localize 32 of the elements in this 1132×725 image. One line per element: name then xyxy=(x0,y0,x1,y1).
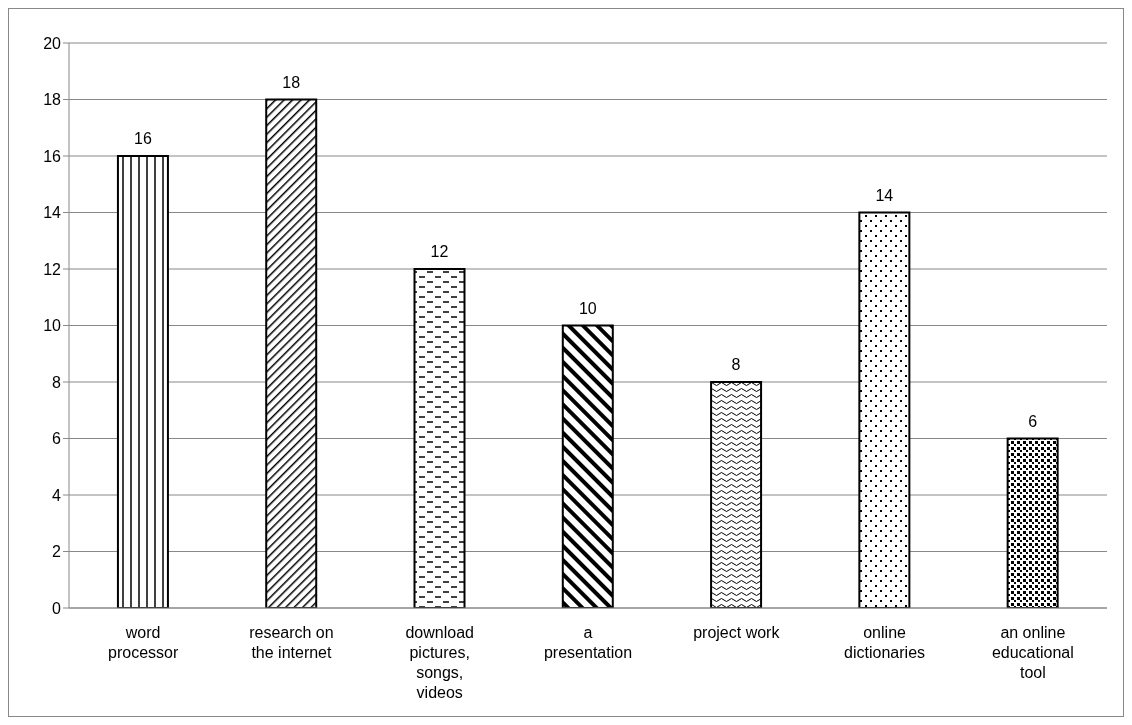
y-tick-label: 8 xyxy=(52,373,62,391)
x-tick-label: online dictionaries xyxy=(844,624,926,661)
y-tick-label: 10 xyxy=(43,317,62,335)
x-tick-label: a presentation xyxy=(543,624,633,661)
data-label: 14 xyxy=(875,186,894,204)
x-tick-label: an online educational tool xyxy=(991,624,1074,681)
y-tick-label: 16 xyxy=(43,147,62,165)
y-tick-label: 18 xyxy=(43,91,62,109)
bar xyxy=(561,324,614,608)
bar xyxy=(858,211,911,608)
x-tick-label: project work xyxy=(693,624,781,641)
data-label: 16 xyxy=(134,130,152,147)
y-tick-label: 20 xyxy=(43,34,62,52)
x-tick-label: download pictures, songs, videos xyxy=(405,624,474,701)
bar xyxy=(116,155,169,608)
data-label: 12 xyxy=(430,243,449,260)
bar xyxy=(710,381,763,608)
data-label: 6 xyxy=(1028,412,1038,430)
y-tick-label: 6 xyxy=(52,430,62,448)
bar xyxy=(413,268,466,608)
bar xyxy=(265,98,318,608)
bar xyxy=(1006,437,1059,608)
y-tick-label: 2 xyxy=(52,543,62,561)
data-label: 8 xyxy=(731,356,741,373)
data-label: 18 xyxy=(282,73,301,91)
y-tick-label: 12 xyxy=(43,260,62,278)
y-tick-label: 14 xyxy=(43,204,62,222)
data-label: 10 xyxy=(578,299,597,317)
x-tick-label: word processor xyxy=(108,624,179,661)
y-tick-label: 0 xyxy=(52,599,62,617)
y-tick-label: 4 xyxy=(52,486,62,504)
x-tick-label: research on the internet xyxy=(249,624,334,661)
